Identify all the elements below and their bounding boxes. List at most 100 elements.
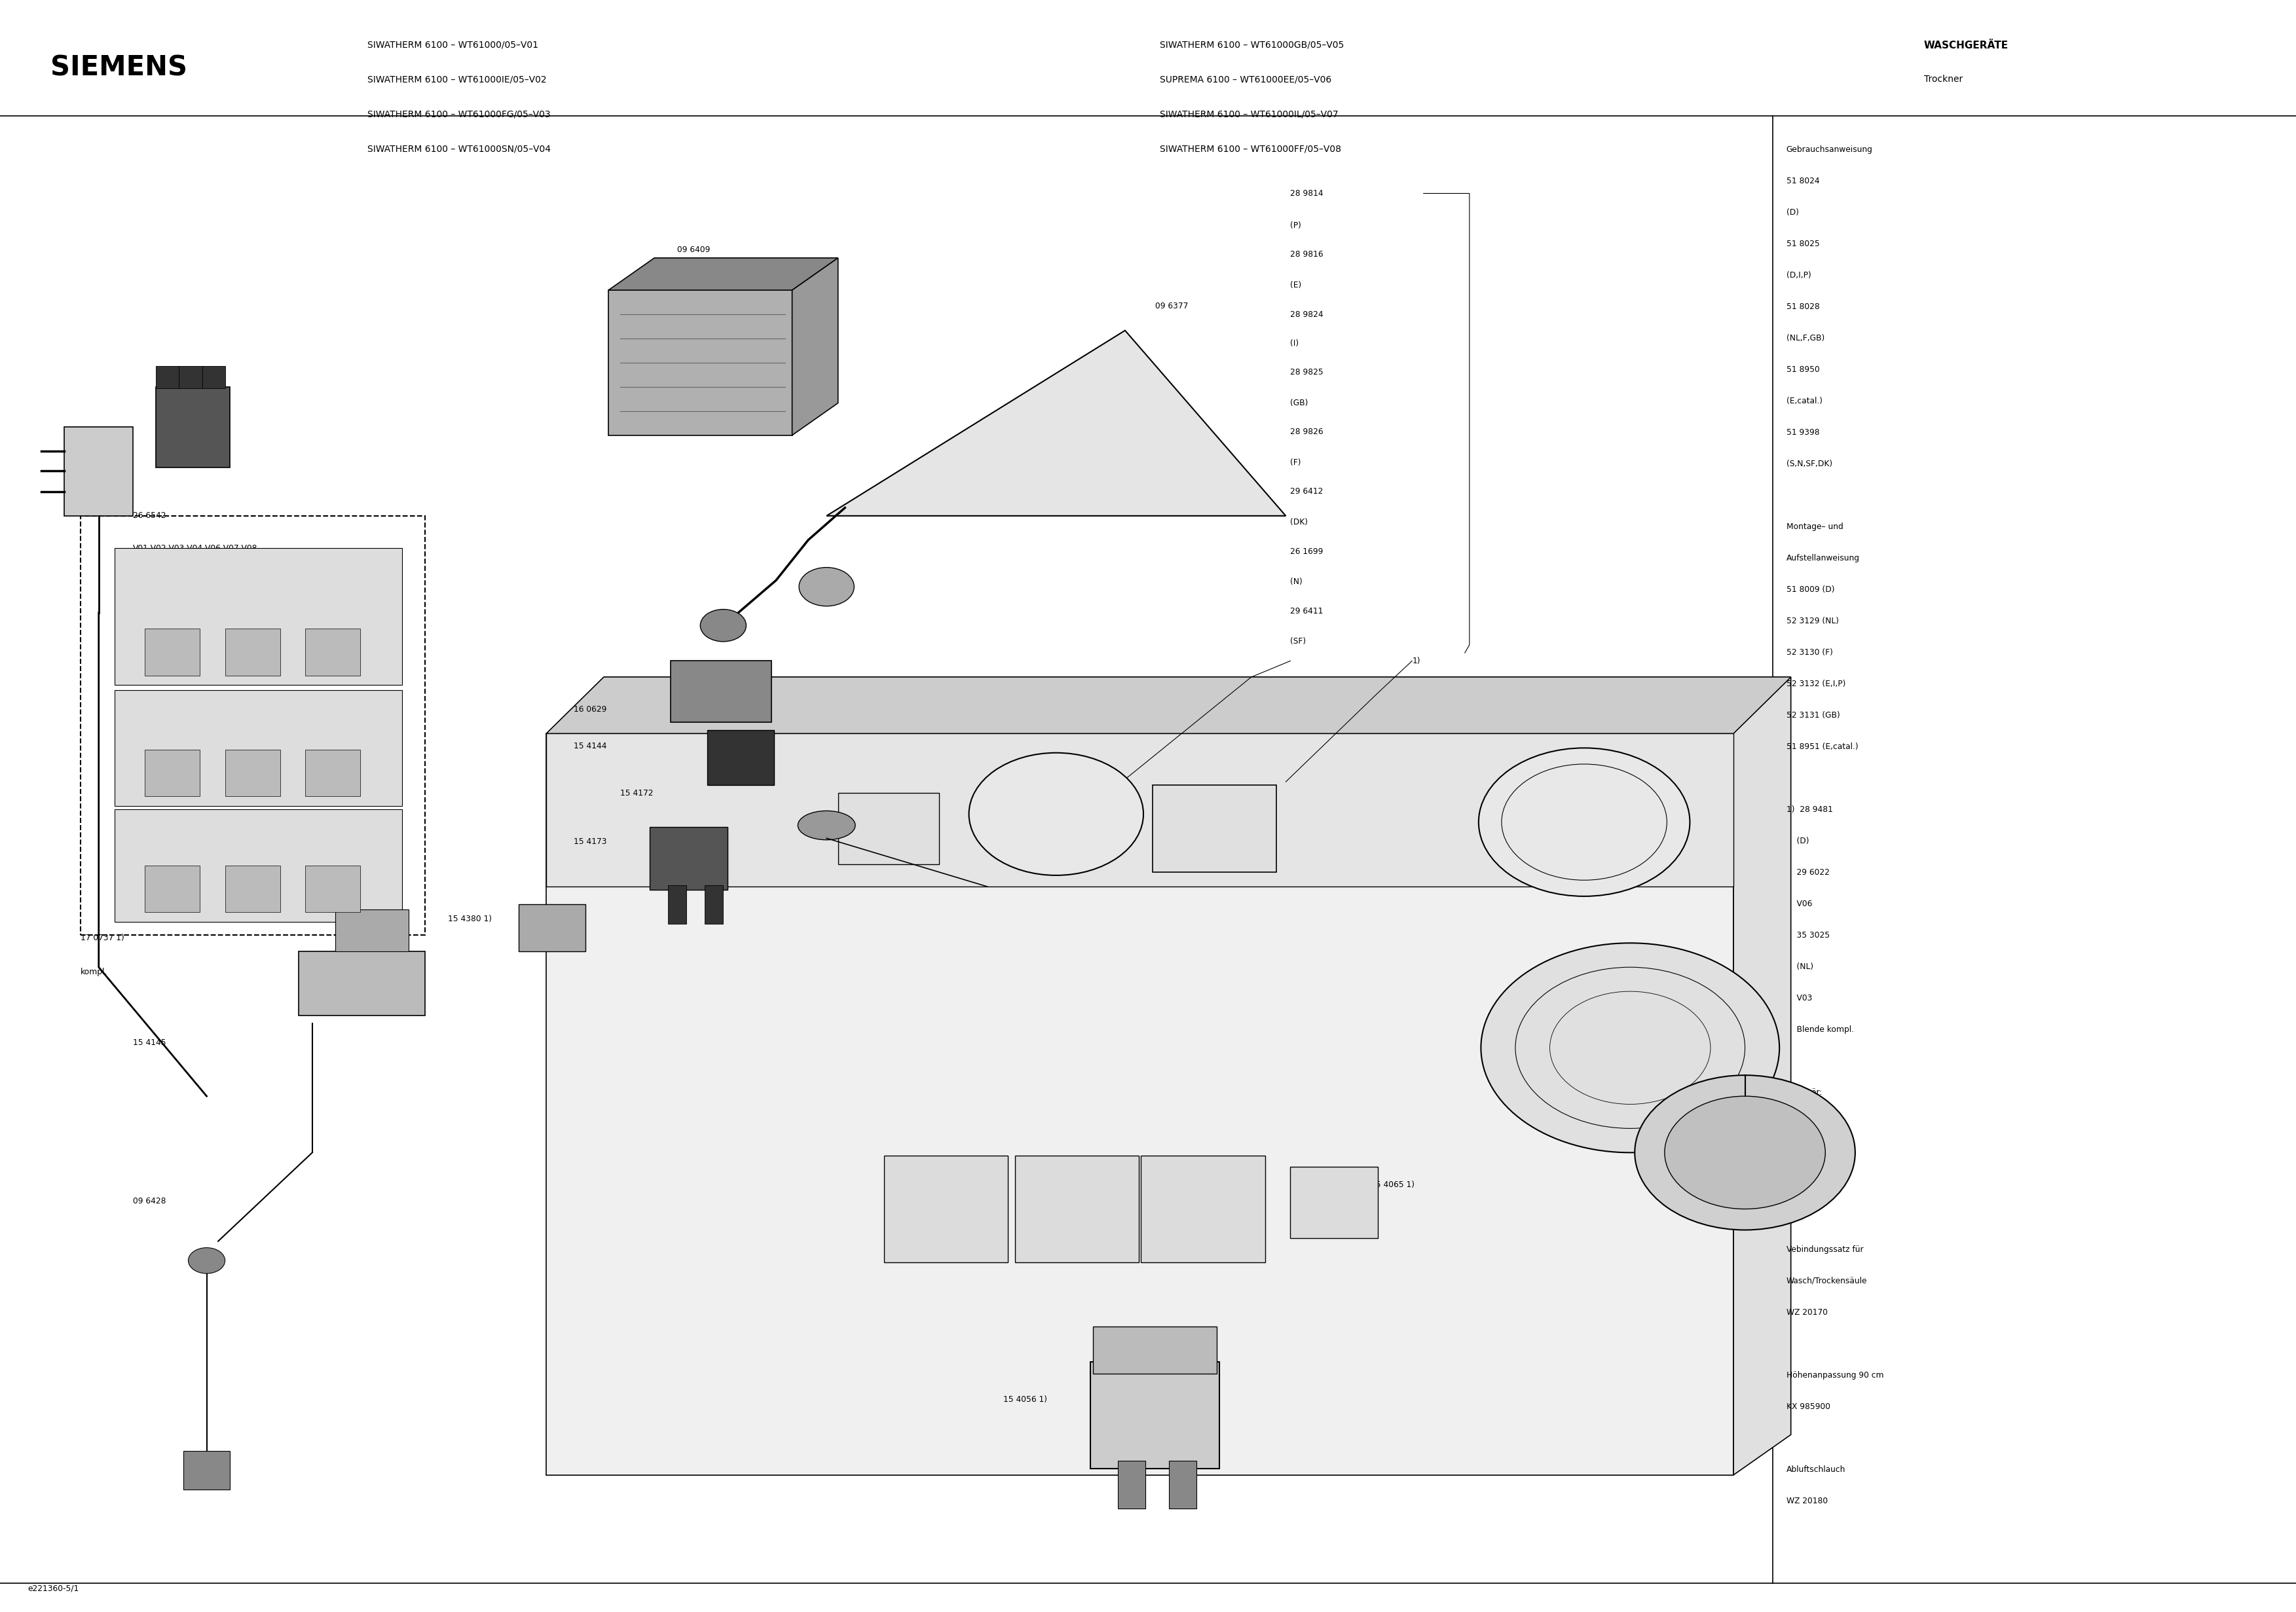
Text: 28 9816: 28 9816 [1290,250,1322,260]
Polygon shape [156,387,230,467]
Text: 52 3129 (NL): 52 3129 (NL) [1786,616,1839,625]
FancyBboxPatch shape [1118,1460,1146,1509]
FancyBboxPatch shape [225,629,280,675]
Text: (SF): (SF) [1290,637,1306,646]
Text: SIEMENS: SIEMENS [51,53,188,82]
Circle shape [799,567,854,606]
Polygon shape [546,733,1733,887]
Polygon shape [1733,677,1791,1475]
FancyBboxPatch shape [668,885,687,924]
Text: 15 4173: 15 4173 [574,837,606,846]
Text: 51 8950: 51 8950 [1786,364,1818,374]
Polygon shape [64,427,133,516]
FancyBboxPatch shape [305,629,360,675]
FancyBboxPatch shape [1093,1327,1217,1373]
Text: SIWATHERM 6100 – WT61000GB/05–V05: SIWATHERM 6100 – WT61000GB/05–V05 [1159,40,1343,50]
FancyBboxPatch shape [225,750,280,796]
Text: SIWATHERM 6100 – WT61000IE/05–V02: SIWATHERM 6100 – WT61000IE/05–V02 [367,76,546,84]
FancyBboxPatch shape [838,793,939,864]
Text: 15 4172: 15 4172 [620,788,652,798]
Text: 51 8028: 51 8028 [1786,303,1818,311]
Text: 26 1699: 26 1699 [1290,546,1322,556]
Circle shape [188,1248,225,1273]
Text: 29 6412: 29 6412 [1290,487,1322,496]
Text: 16 0629: 16 0629 [574,704,606,714]
Text: 09 6377: 09 6377 [1155,301,1187,311]
Text: 51 8009 (D): 51 8009 (D) [1786,585,1835,593]
Polygon shape [608,290,792,435]
FancyBboxPatch shape [145,750,200,796]
Text: (GB): (GB) [1290,398,1309,408]
FancyBboxPatch shape [519,904,585,951]
Text: WZ 20170: WZ 20170 [1786,1309,1828,1317]
FancyBboxPatch shape [1153,785,1277,872]
Text: (F): (F) [1290,458,1302,467]
Text: 52 3130 (F): 52 3130 (F) [1786,648,1832,656]
Text: Unterbauzubehör: Unterbauzubehör [1786,1151,1857,1159]
Text: KX 985900: KX 985900 [1786,1402,1830,1410]
Text: 1): 1) [1504,812,1513,822]
Text: 28 9826: 28 9826 [1290,427,1322,437]
Text: SIWATHERM 6100 – WT61000IL/05–V07: SIWATHERM 6100 – WT61000IL/05–V07 [1159,110,1339,119]
Polygon shape [298,951,425,1016]
Text: V03: V03 [1786,993,1812,1003]
Text: SUPREMA 6100 – WT61000EE/05–V06: SUPREMA 6100 – WT61000EE/05–V06 [1159,76,1332,84]
Text: 15 4145: 15 4145 [133,1038,165,1048]
Text: (NL,F,GB): (NL,F,GB) [1786,334,1825,342]
Text: (I): (I) [1290,339,1300,348]
Text: 29 6022: 29 6022 [1786,867,1830,877]
Text: WZ 20180: WZ 20180 [1786,1496,1828,1506]
FancyBboxPatch shape [1169,1460,1196,1509]
Text: (S,N,SF,DK): (S,N,SF,DK) [1786,459,1832,467]
Text: (D): (D) [1786,837,1809,845]
Circle shape [1635,1075,1855,1230]
FancyBboxPatch shape [145,629,200,675]
FancyBboxPatch shape [1015,1156,1139,1262]
Text: Aufstellanweisung: Aufstellanweisung [1786,555,1860,563]
FancyBboxPatch shape [225,866,280,912]
Text: 26 6542: 26 6542 [133,511,165,521]
Text: Blende kompl.: Blende kompl. [1786,1025,1853,1033]
Text: WZ 20190: WZ 20190 [1786,1182,1828,1191]
Text: Montage– und: Montage– und [1786,522,1844,530]
Text: V05: V05 [133,608,149,617]
FancyBboxPatch shape [305,866,360,912]
Text: V06: V06 [1786,899,1812,908]
Text: e221360-5/1: e221360-5/1 [28,1585,78,1593]
Text: Zubehör:: Zubehör: [1786,1088,1823,1096]
Text: SIWATHERM 6100 – WT61000SN/05–V04: SIWATHERM 6100 – WT61000SN/05–V04 [367,145,551,153]
Polygon shape [608,258,838,290]
Text: (P): (P) [1290,221,1302,231]
Polygon shape [546,733,1733,1475]
Text: SIWATHERM 6100 – WT61000/05–V01: SIWATHERM 6100 – WT61000/05–V01 [367,40,537,50]
Text: Trockner: Trockner [1924,76,1963,84]
FancyBboxPatch shape [884,1156,1008,1262]
Text: 28 9814: 28 9814 [1290,189,1322,198]
FancyBboxPatch shape [650,827,728,890]
Text: 15 4144: 15 4144 [574,742,606,751]
Text: 1): 1) [1412,656,1421,666]
Text: 15 4135: 15 4135 [133,575,165,585]
Text: Höhenanpassung 90 cm: Höhenanpassung 90 cm [1786,1370,1883,1380]
Polygon shape [546,677,1791,733]
Text: 52 3132 (E,I,P): 52 3132 (E,I,P) [1786,680,1846,688]
Text: Gebrauchsanweisung: Gebrauchsanweisung [1786,145,1874,153]
Text: Abluftschlauch: Abluftschlauch [1786,1465,1846,1473]
Text: kompl.: kompl. [80,967,108,977]
Circle shape [1479,748,1690,896]
Text: (D,I,P): (D,I,P) [1786,271,1812,279]
Text: 35 3025: 35 3025 [1786,930,1830,940]
FancyBboxPatch shape [145,866,200,912]
Text: 09 6428: 09 6428 [133,1196,165,1206]
Polygon shape [115,690,402,806]
Text: V01,V02,V03,V04,V06,V07,V08: V01,V02,V03,V04,V06,V07,V08 [133,543,257,553]
Text: (D): (D) [1786,208,1798,216]
Text: 51 8025: 51 8025 [1786,240,1818,248]
Circle shape [700,609,746,642]
Text: 1)  28 9481: 1) 28 9481 [1786,804,1832,814]
FancyBboxPatch shape [184,1451,230,1489]
Text: 52 3131 (GB): 52 3131 (GB) [1786,711,1839,719]
FancyBboxPatch shape [305,750,360,796]
Text: SIWATHERM 6100 – WT61000FF/05–V08: SIWATHERM 6100 – WT61000FF/05–V08 [1159,145,1341,153]
Text: 51 8024: 51 8024 [1786,177,1818,185]
